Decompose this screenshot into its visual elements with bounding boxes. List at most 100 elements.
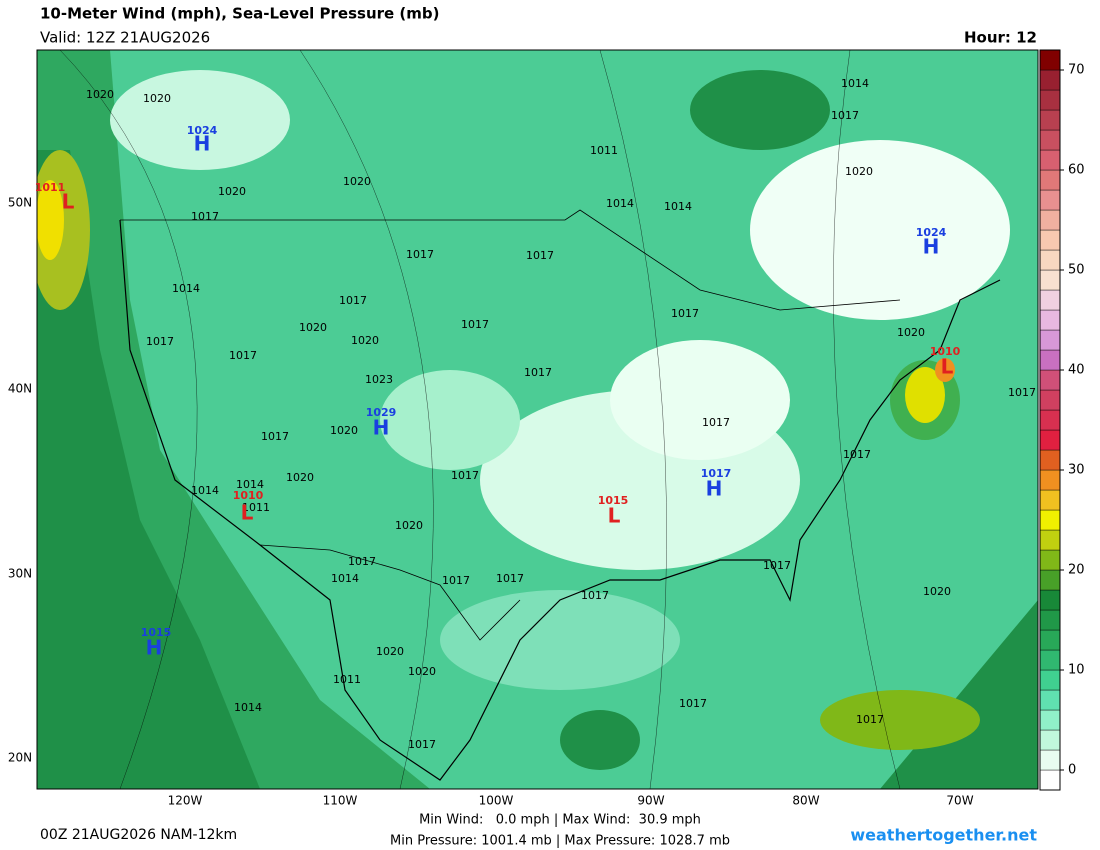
center-letter: L [941,355,954,379]
isobar-label: 1014 [841,77,869,90]
isobar-label: 1017 [679,697,707,710]
isobar-label: 1017 [442,574,470,587]
center-letter: L [608,504,621,528]
colorbar-band [1039,109,1061,131]
colorbar-band [1039,229,1061,251]
isobar-label: 1020 [376,645,404,658]
colorbar-band [1039,749,1061,771]
center-letter: H [706,477,723,501]
colorbar-tick-label: 50 [1068,263,1085,278]
isobar-label: 1020 [330,424,358,437]
wind-stats: Min Wind: 0.0 mph | Max Wind: 30.9 mph [419,813,701,828]
colorbar-band [1039,89,1061,111]
isobar-label: 1020 [351,334,379,347]
colorbar-band [1039,329,1061,351]
isobar-label: 1014 [191,484,219,497]
lon-label: 80W [792,794,819,808]
colorbar-band [1039,629,1061,651]
colorbar-frame [1039,49,1061,791]
isobar-label: 1017 [261,430,289,443]
colorbar-tick-label: 10 [1068,663,1085,678]
isobar-label: 1020 [218,185,246,198]
colorbar-band [1039,729,1061,751]
isobar-label: 1017 [406,248,434,261]
colorbar-tick-label: 20 [1068,563,1085,578]
center-pressure: 1024 [916,226,947,239]
lon-label: 120W [168,794,203,808]
isobar-label: 1017 [408,738,436,751]
isobar-label: 1017 [348,555,376,568]
isobar-label: 1014 [331,572,359,585]
map-frame [36,49,1039,790]
center-letter: H [194,132,211,156]
colorbar-band [1039,429,1061,451]
map-area [37,50,1038,789]
lat-label: 30N [8,567,32,581]
isobar-label: 1020 [286,471,314,484]
center-letter: H [373,416,390,440]
center-pressure: 1011 [35,181,66,194]
colorbar-tick-label: 30 [1068,463,1085,478]
isobar-label: 1014 [606,197,634,210]
colorbar-band [1039,529,1061,551]
colorbar-band [1039,189,1061,211]
isobar-label: 1017 [671,307,699,320]
center-pressure: 1024 [187,124,218,137]
isobar-label: 1017 [702,416,730,429]
colorbar-band [1039,769,1061,791]
isobar-label: 1017 [461,318,489,331]
center-letter: H [923,235,940,259]
colorbar-band [1039,589,1061,611]
isobar-label: 1017 [843,448,871,461]
isobar-label: 1020 [299,321,327,334]
isobar-label: 1017 [856,713,884,726]
lat-label: 50N [8,196,32,210]
center-pressure: 1029 [366,406,397,419]
isobar-label: 1017 [191,210,219,223]
isobar-label: 1017 [524,366,552,379]
lon-label: 90W [637,794,664,808]
isobar-label: 1017 [229,349,257,362]
isobar-label: 1020 [897,326,925,339]
colorbar-band [1039,449,1061,471]
colorbar-band [1039,169,1061,191]
colorbar-band [1039,469,1061,491]
website: weathertogether.net [850,826,1037,845]
colorbar-band [1039,49,1061,71]
lon-label: 100W [479,794,514,808]
isobar-label: 1020 [343,175,371,188]
colorbar-band [1039,349,1061,371]
center-pressure: 1010 [233,489,264,502]
colorbar-band [1039,269,1061,291]
colorbar-tick-label: 0 [1068,763,1076,778]
isobar-label: 1014 [172,282,200,295]
colorbar-band [1039,489,1061,511]
center-letter: L [62,190,75,214]
colorbar-band [1039,389,1061,411]
isobar-label: 1017 [831,109,859,122]
isobar-label: 1023 [365,373,393,386]
isobar-label: 1017 [1008,386,1036,399]
colorbar-tick-label: 60 [1068,163,1085,178]
colorbar-band [1039,209,1061,231]
isobar-label: 1017 [526,249,554,262]
colorbar-band [1039,669,1061,691]
isobar-label: 1020 [845,165,873,178]
isobar-label: 1011 [590,144,618,157]
colorbar-band [1039,709,1061,731]
colorbar-band [1039,549,1061,571]
colorbar-band [1039,649,1061,671]
isobar-label: 1020 [143,92,171,105]
isobar-label: 1017 [581,589,609,602]
colorbar-band [1039,569,1061,591]
center-pressure: 1017 [701,467,732,480]
colorbar-band [1039,69,1061,91]
isobar-label: 1014 [236,478,264,491]
colorbar-band [1039,689,1061,711]
model-run: 00Z 21AUG2026 NAM-12km [40,827,237,843]
isobar-label: 1017 [763,559,791,572]
isobar-label: 1020 [408,665,436,678]
isobar-label: 1011 [333,673,361,686]
isobar-label: 1014 [234,701,262,714]
